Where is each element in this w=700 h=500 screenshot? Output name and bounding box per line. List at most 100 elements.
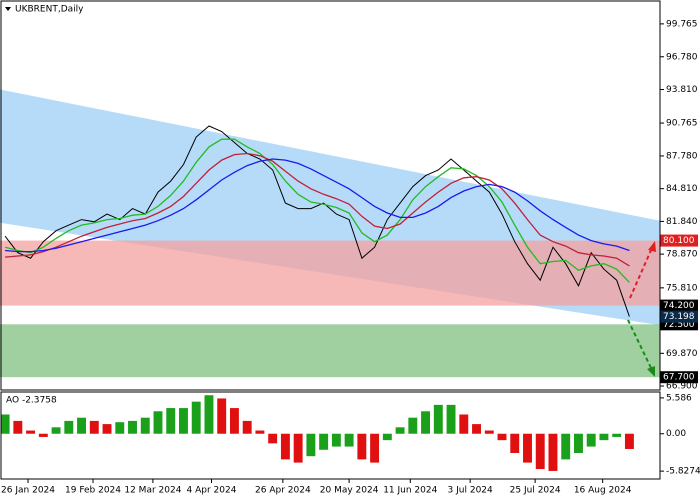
ao-bar — [523, 433, 532, 463]
ao-bar — [484, 430, 494, 434]
y-tick-label: 69.870 — [666, 349, 698, 359]
chart-title: UKBRENT,Daily — [15, 5, 84, 15]
ao-bar — [128, 420, 137, 434]
ao-bar — [459, 414, 469, 434]
ao-bar — [102, 424, 112, 434]
x-tick-label: 16 Aug 2024 — [574, 486, 632, 496]
down-arrow-head — [647, 366, 655, 377]
ao-bar — [586, 433, 596, 447]
ao-bar — [268, 433, 278, 444]
ao-bar — [510, 433, 520, 453]
ao-bar — [77, 417, 87, 434]
level-box — [660, 299, 698, 312]
y-tick-label: 78.870 — [666, 250, 698, 260]
ao-bar — [408, 417, 418, 434]
ao-bar — [306, 433, 316, 457]
ao-bar — [38, 433, 48, 437]
ao-bar — [280, 433, 290, 460]
ao-bar — [191, 401, 201, 434]
ao-bar — [64, 420, 74, 434]
x-tick-label: 20 May 2024 — [320, 486, 379, 496]
last-price: 73.198 — [663, 312, 695, 322]
up-arrow — [629, 247, 653, 299]
ao-bar — [395, 427, 405, 434]
down-arrow — [627, 319, 653, 371]
ao-bar — [573, 433, 583, 453]
ao-bar — [331, 433, 341, 447]
ao-bar — [229, 408, 239, 434]
x-tick-label: 12 Mar 2024 — [124, 486, 181, 496]
ao-bar — [217, 398, 227, 434]
y-tick-label: 5.586 — [666, 393, 692, 403]
ao-bar — [293, 433, 303, 463]
up-arrow-head — [648, 241, 656, 252]
x-tick-label: 3 Jul 2024 — [448, 486, 493, 496]
x-tick-label: 11 Jun 2024 — [383, 486, 437, 496]
ao-bar — [612, 433, 622, 437]
ao-bar — [472, 424, 481, 434]
ao-bar — [344, 433, 354, 447]
ao-bar — [370, 433, 380, 463]
ao-bar — [89, 420, 99, 434]
y-tick-label: 66.900 — [666, 382, 698, 392]
y-tick-label: 96.780 — [666, 52, 698, 62]
y-tick-label: 90.765 — [666, 119, 698, 129]
ao-bar — [624, 433, 634, 449]
ao-bar — [599, 433, 609, 441]
price-line — [4, 125, 630, 317]
x-tick-label: 25 Jul 2024 — [510, 486, 561, 496]
ao-frame — [0, 391, 661, 480]
level-label: 80.100 — [663, 236, 695, 246]
level-box — [660, 234, 698, 247]
ao-bar — [319, 433, 329, 450]
ao-bar — [153, 411, 163, 434]
zone — [0, 240, 660, 306]
price-line — [4, 138, 630, 283]
ao-bar — [382, 433, 392, 441]
ao-bar — [446, 404, 456, 434]
ao-bar — [535, 433, 545, 470]
ao-bar — [179, 408, 188, 434]
y-tick-label: 0.00 — [666, 429, 686, 439]
ao-title: AO -2.3758 — [6, 396, 57, 406]
zone — [0, 324, 660, 378]
ao-bar — [26, 430, 36, 434]
level-box — [660, 371, 698, 384]
ao-bar — [561, 433, 571, 460]
x-tick-label: 4 Apr 2024 — [187, 486, 237, 496]
y-tick-label: 99.765 — [666, 19, 698, 29]
ao-bar — [204, 395, 214, 434]
y-tick-label: 87.780 — [666, 151, 698, 161]
ao-bar — [433, 404, 443, 434]
y-tick-label: 75.810 — [666, 283, 698, 293]
ao-bar — [357, 433, 367, 460]
ao-bar — [166, 408, 176, 434]
menu-icon[interactable] — [5, 7, 11, 11]
ao-bar — [51, 427, 61, 434]
x-tick-label: 19 Feb 2024 — [65, 486, 121, 496]
ao-bar — [242, 420, 252, 434]
level-label: 72.500 — [663, 320, 695, 330]
level-label: 74.200 — [663, 301, 695, 311]
y-tick-label: 93.810 — [666, 85, 698, 95]
ao-bar — [0, 414, 10, 434]
ao-panel: 5.586 0.00 -5.8274 26 Jan 2024 19 Feb 2024 12… — [0, 393, 700, 496]
price-line — [5, 158, 630, 253]
level-label: 67.700 — [663, 373, 695, 383]
last-price-box — [660, 310, 698, 323]
y-tick-label: -5.8274 — [666, 467, 700, 477]
y-tick-label: 81.840 — [666, 217, 698, 227]
ao-bar — [548, 433, 558, 471]
ao-bar — [115, 422, 125, 434]
price-line — [5, 152, 630, 267]
y-tick-label: 84.810 — [666, 184, 698, 194]
x-tick-label: 26 Jan 2024 — [1, 486, 55, 496]
ao-bar — [497, 433, 507, 441]
ao-bar — [140, 417, 150, 434]
ao-bar — [13, 420, 23, 434]
ao-bar — [255, 430, 265, 434]
ao-bar — [421, 411, 431, 434]
price-panel: 99.765 96.780 93.810 90.765 87.780 84.810 81.8… — [0, 19, 698, 392]
price-frame — [0, 0, 661, 391]
